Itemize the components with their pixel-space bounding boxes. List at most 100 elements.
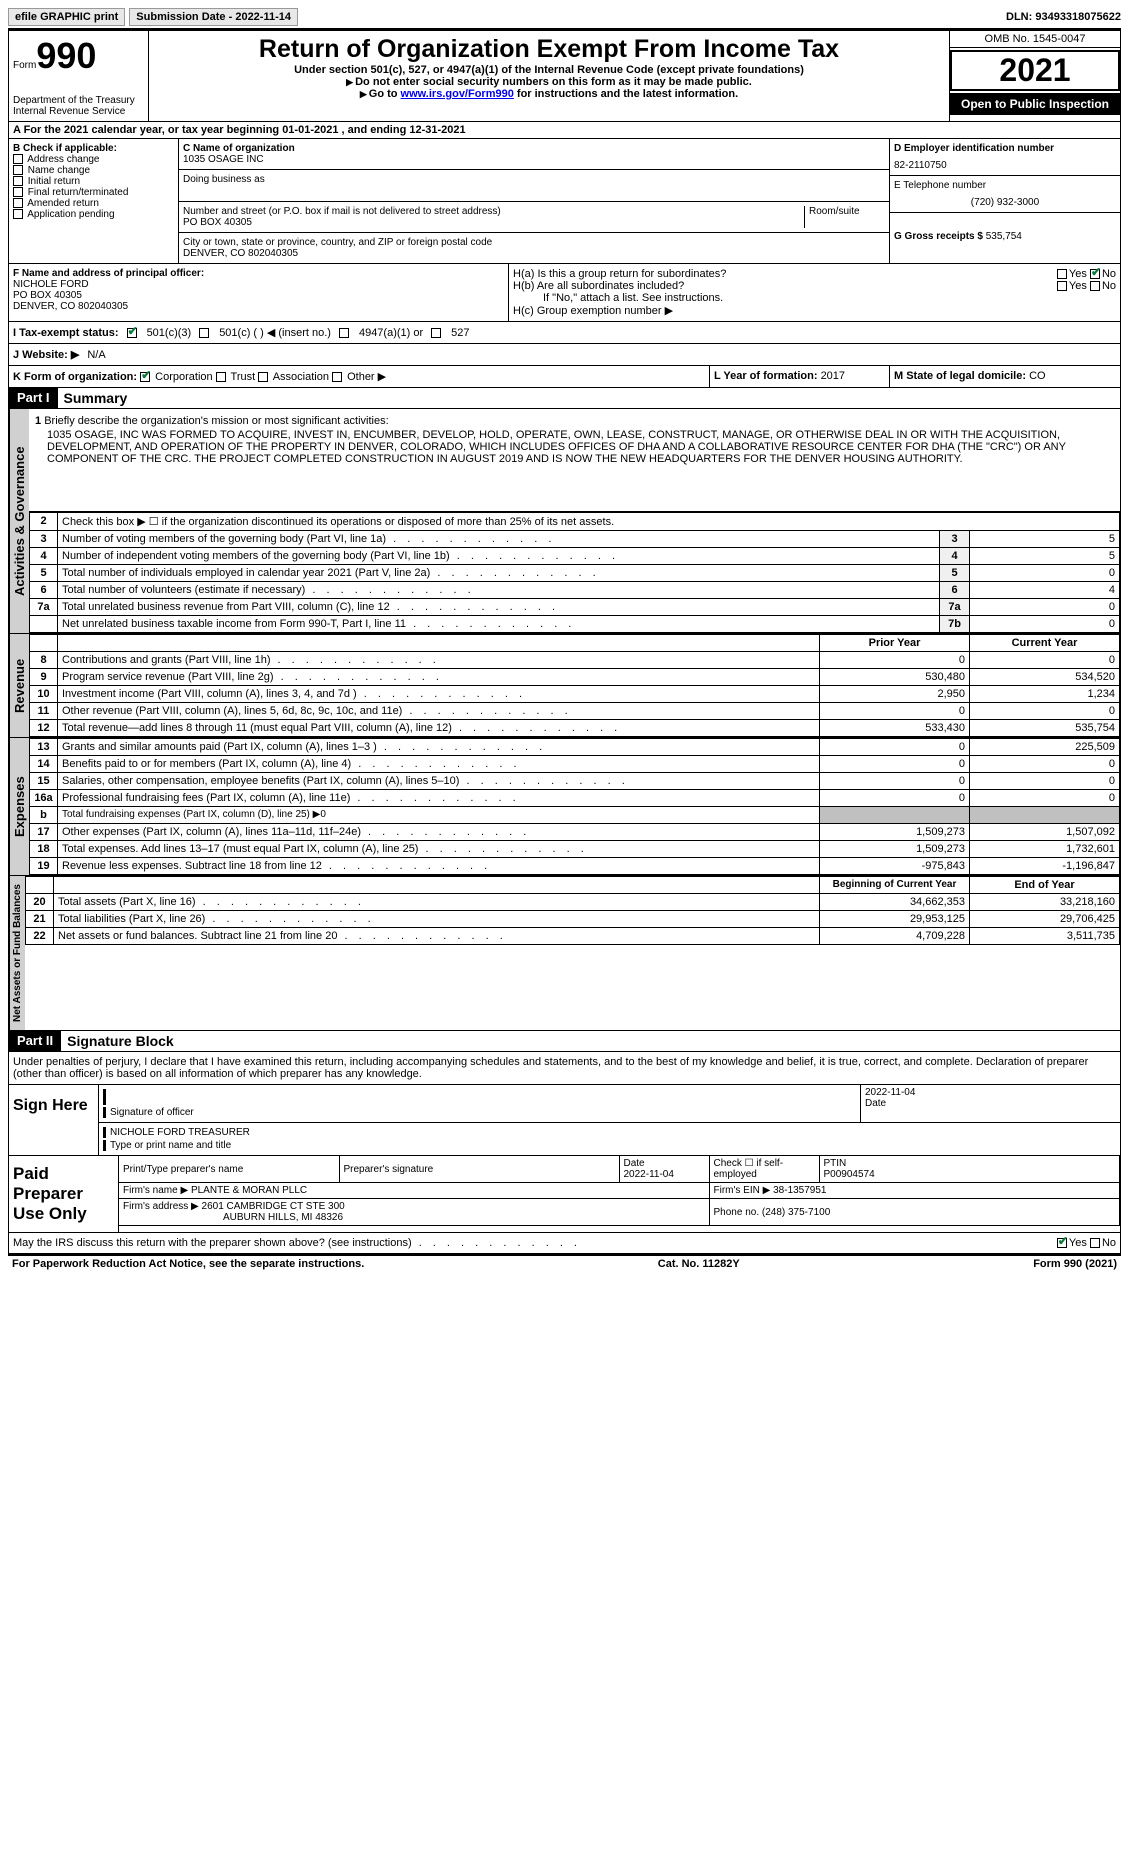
col-c: C Name of organization1035 OSAGE INC Doi… (179, 139, 890, 263)
sig-date: 2022-11-04 (865, 1087, 1116, 1098)
form-id-cell: Form990 Department of the Treasury Inter… (9, 31, 149, 121)
b-checkbox[interactable] (13, 176, 23, 186)
f-label: F Name and address of principal officer: (13, 268, 504, 279)
discuss-yes-checkbox[interactable] (1057, 1238, 1067, 1248)
table-row: 5Total number of individuals employed in… (30, 565, 1120, 582)
yes-label: Yes (1069, 280, 1087, 292)
row-i: I Tax-exempt status: 501(c)(3) 501(c) ( … (8, 322, 1121, 344)
k-checkbox[interactable] (216, 372, 226, 382)
ein-label: D Employer identification number (894, 143, 1116, 154)
bottom-line: For Paperwork Reduction Act Notice, see … (8, 1254, 1121, 1272)
form-header: Form990 Department of the Treasury Inter… (8, 30, 1121, 122)
note2-prefix: Go to (369, 88, 401, 100)
tax-year: 2021 (950, 50, 1120, 91)
year-formation: 2017 (821, 370, 845, 382)
discuss-no-checkbox[interactable] (1090, 1238, 1100, 1248)
no-label: No (1102, 268, 1116, 280)
year-cell: OMB No. 1545-0047 2021 Open to Public In… (950, 31, 1120, 121)
l-cell: L Year of formation: 2017 (710, 366, 890, 387)
501c-checkbox[interactable] (199, 328, 209, 338)
b-checkbox[interactable] (13, 187, 23, 197)
i-label: I Tax-exempt status: (13, 327, 119, 339)
sig-date-label: Date (865, 1098, 1116, 1109)
k-checkbox[interactable] (140, 372, 150, 382)
opt-527: 527 (451, 327, 469, 339)
form-label: Form (1033, 1258, 1064, 1270)
gov-table: 2Check this box ▶ ☐ if the organization … (29, 512, 1120, 633)
row-j: J Website: ▶ N/A (8, 344, 1121, 366)
sig-name-cell: NICHOLE FORD TREASURER Type or print nam… (99, 1123, 1120, 1155)
501c3-checkbox[interactable] (127, 328, 137, 338)
prep-date-label: Date (624, 1158, 645, 1169)
org-name: 1035 OSAGE INC (183, 154, 885, 165)
ha-label: H(a) Is this a group return for subordin… (513, 268, 726, 280)
officer-name: NICHOLE FORD (13, 279, 504, 290)
b-checkbox[interactable] (13, 165, 23, 175)
na-vert-label: Net Assets or Fund Balances (9, 876, 25, 1030)
k-label: K Form of organization: (13, 371, 137, 383)
ha-yes-checkbox[interactable] (1057, 269, 1067, 279)
discuss-row: May the IRS discuss this return with the… (8, 1233, 1121, 1254)
gov-section: Activities & Governance 1 Briefly descri… (8, 409, 1121, 634)
section-f: F Name and address of principal officer:… (9, 264, 509, 321)
k-checkbox[interactable] (258, 372, 268, 382)
form-prefix: Form (13, 60, 36, 71)
part2-title: Signature Block (61, 1031, 180, 1051)
section-bcd: B Check if applicable: Address change Na… (8, 139, 1121, 264)
part1-title: Summary (58, 388, 134, 408)
note2-suffix: for instructions and the latest informat… (514, 88, 738, 100)
c-name-label: C Name of organization (183, 143, 885, 154)
b-checkbox[interactable] (13, 154, 23, 164)
rev-table: Prior YearCurrent Year8Contributions and… (29, 634, 1120, 737)
name-label: Type or print name and title (103, 1140, 1116, 1151)
dept-label: Department of the Treasury Internal Reve… (13, 95, 144, 117)
hb-note: If "No," attach a list. See instructions… (513, 292, 1116, 304)
table-row: 13Grants and similar amounts paid (Part … (30, 739, 1120, 756)
table-row: 3Number of voting members of the governi… (30, 531, 1120, 548)
firm-ein: 38-1357951 (773, 1185, 826, 1196)
hb-yes-checkbox[interactable] (1057, 281, 1067, 291)
table-row: 12Total revenue—add lines 8 through 11 (… (30, 720, 1120, 737)
efile-button[interactable]: efile GRAPHIC print (8, 8, 125, 26)
na-table: Beginning of Current YearEnd of Year20To… (25, 876, 1120, 945)
firm-addr1: 2601 CAMBRIDGE CT STE 300 (202, 1201, 345, 1212)
table-row: 18Total expenses. Add lines 13–17 (must … (30, 841, 1120, 858)
dln: DLN: 93493318075622 (1006, 11, 1121, 23)
b-item: Amended return (13, 198, 174, 209)
form-990: 990 (1064, 1258, 1082, 1270)
b-checkbox[interactable] (13, 198, 23, 208)
subtitle: Under section 501(c), 527, or 4947(a)(1)… (153, 64, 945, 76)
top-bar: efile GRAPHIC print Submission Date - 20… (8, 8, 1121, 30)
pra-notice: For Paperwork Reduction Act Notice, see … (12, 1258, 364, 1270)
ha-no-checkbox[interactable] (1090, 269, 1100, 279)
part1-label: Part I (9, 388, 58, 408)
hb-no-checkbox[interactable] (1090, 281, 1100, 291)
k-checkbox[interactable] (332, 372, 342, 382)
part1-header: Part I Summary (8, 388, 1121, 409)
state-domicile: CO (1029, 370, 1046, 382)
form-number: 990 (36, 35, 96, 76)
note1: Do not enter social security numbers on … (355, 76, 752, 88)
exp-section: Expenses 13Grants and similar amounts pa… (8, 738, 1121, 876)
exp-vert-label: Expenses (9, 738, 29, 875)
527-checkbox[interactable] (431, 328, 441, 338)
b-item: Initial return (13, 176, 174, 187)
b-checkbox[interactable] (13, 209, 23, 219)
omb-number: OMB No. 1545-0047 (950, 31, 1120, 48)
line1-num: 1 (35, 415, 41, 427)
row-k: K Form of organization: Corporation Trus… (8, 366, 1121, 388)
hb-label: H(b) Are all subordinates included? (513, 280, 684, 292)
4947-checkbox[interactable] (339, 328, 349, 338)
no-label: No (1102, 280, 1116, 292)
b-item: Application pending (13, 209, 174, 220)
irs-link[interactable]: www.irs.gov/Form990 (401, 88, 514, 100)
ptin: P00904574 (824, 1169, 875, 1180)
table-row: 21Total liabilities (Part X, line 26)29,… (26, 911, 1120, 928)
no-label: No (1102, 1237, 1116, 1249)
part2-label: Part II (9, 1031, 61, 1051)
submission-date: Submission Date - 2022-11-14 (129, 8, 298, 26)
cat-no: Cat. No. 11282Y (658, 1258, 740, 1270)
org-address: PO BOX 40305 (183, 217, 800, 228)
table-row: 2Check this box ▶ ☐ if the organization … (30, 513, 1120, 531)
opt-501c: 501(c) ( ) ◀ (insert no.) (219, 326, 331, 339)
